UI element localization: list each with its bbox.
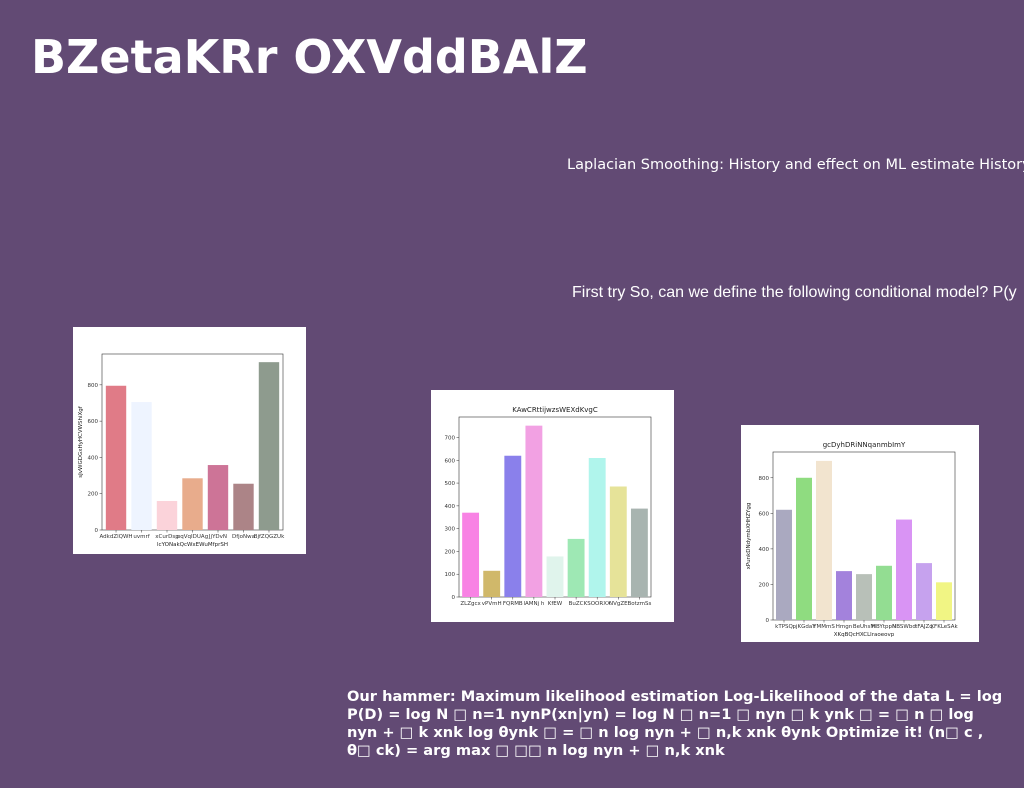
x-tick-label: ZLZgcx xyxy=(460,601,481,607)
x-tick-label: FQRMB xyxy=(503,601,523,607)
y-tick-label: 800 xyxy=(88,383,99,389)
y-tick-label: 500 xyxy=(445,481,456,487)
x-tick-label: YMMmS xyxy=(812,624,835,630)
x-tick-label: XFKLeSAk xyxy=(930,624,958,630)
bar xyxy=(504,455,522,597)
bar xyxy=(916,563,932,620)
bar xyxy=(588,458,606,597)
mle-explanation-text: Our hammer: Maximum likelihood estimatio… xyxy=(347,688,1003,759)
bar xyxy=(796,477,812,620)
y-tick-label: 400 xyxy=(88,455,99,461)
x-tick-label: Hmgn xyxy=(836,624,853,630)
x-tick-label: vPVmH xyxy=(482,601,502,607)
bar xyxy=(546,556,564,597)
conditional-model-text: First try So, can we define the followin… xyxy=(572,284,1017,301)
y-tick-label: 400 xyxy=(759,547,770,553)
x-tick-label: pjKGdaY xyxy=(792,624,816,630)
bar xyxy=(896,519,912,620)
y-tick-label: 600 xyxy=(88,419,99,425)
y-tick-label: 0 xyxy=(95,528,99,534)
x-tick-label: uvmrf xyxy=(133,534,150,540)
x-axis-label: lcYONakQcWxEWuMfprSH xyxy=(157,542,228,548)
x-axis-label: XKqBQcHXCLlraoeovp xyxy=(834,632,895,638)
x-tick-label: KSOORXX xyxy=(584,601,611,607)
y-tick-label: 600 xyxy=(759,511,770,517)
bar xyxy=(207,465,229,530)
chart-title: gcDyhDRiNNqanmbImY xyxy=(823,441,906,449)
slide-title: BZetaKRr OXVddBAlZ xyxy=(31,30,588,84)
bar xyxy=(462,512,480,597)
x-tick-label: BeUhsM xyxy=(853,624,876,630)
x-tick-label: NVgZE xyxy=(609,601,628,607)
y-tick-label: 100 xyxy=(445,572,456,578)
y-tick-label: 600 xyxy=(445,458,456,464)
bar xyxy=(525,425,543,597)
x-tick-label: lAMNj h xyxy=(523,601,544,607)
bar xyxy=(816,460,832,620)
y-tick-label: 200 xyxy=(759,582,770,588)
y-tick-label: 300 xyxy=(445,527,456,533)
x-tick-label: pqVqIDUAg xyxy=(177,534,208,540)
x-tick-label: kTPSQ xyxy=(775,624,793,630)
y-tick-label: 0 xyxy=(766,618,770,624)
bar-chart-2: 0 100 200 300 400 500 600 700 ZLZgcx vPVmH FQRMB lA… xyxy=(431,390,674,622)
bar-chart-1: 0 200 400 600 800 AdkdZlQWH uvmrf xCurDsp pqVqID… xyxy=(73,327,306,554)
y-tick-label: 200 xyxy=(445,549,456,555)
y-tick-label: 700 xyxy=(445,436,456,442)
bar xyxy=(609,486,627,597)
bar-chart-2-svg: 0 100 200 300 400 500 600 700 ZLZgcx vPVmH FQRMB lA… xyxy=(445,406,652,607)
bar xyxy=(856,574,872,620)
y-tick-label: 800 xyxy=(759,476,770,482)
bar xyxy=(131,402,152,530)
bar xyxy=(105,385,127,530)
bar xyxy=(876,565,892,620)
x-tick-label: NBSWbd xyxy=(892,624,916,630)
y-tick-label: 400 xyxy=(445,504,456,510)
bar xyxy=(936,582,952,620)
bar xyxy=(483,570,501,597)
x-tick-label: BjfZQGZUk xyxy=(254,534,285,540)
y-axis-label: xPunkDNdymbXHHZYgg xyxy=(746,503,752,570)
x-tick-label: xCurDsp xyxy=(155,534,179,540)
chart-title: KAwCRttijwzsWEXdKvgC xyxy=(512,406,598,414)
x-tick-label: HBYtppN xyxy=(872,624,896,630)
x-tick-label: BuZC xyxy=(569,601,584,607)
bar xyxy=(630,508,648,597)
bar-chart-1-svg: 0 200 400 600 800 AdkdZlQWH uvmrf xCurDsppqVqID… xyxy=(78,353,285,548)
bar xyxy=(182,478,203,530)
bar xyxy=(567,538,585,597)
y-tick-label: 200 xyxy=(88,492,99,498)
bar xyxy=(776,509,792,620)
y-axis-label: sJvWGDGxHyHCVWShiXgf xyxy=(78,405,84,478)
x-tick-label: BotzmSs xyxy=(627,601,651,607)
bar xyxy=(233,483,254,530)
bar xyxy=(258,362,280,530)
x-tick-label: JjYDvN xyxy=(208,534,227,540)
bar xyxy=(156,500,178,530)
bar xyxy=(836,571,852,620)
x-tick-label: tFAJZq xyxy=(915,624,932,630)
x-tick-label: KfEW xyxy=(548,601,563,607)
laplacian-smoothing-text: Laplacian Smoothing: History and effect … xyxy=(567,157,1024,173)
x-tick-label: AdkdZlQWH xyxy=(99,534,132,540)
x-tick-label: DfjoNwa xyxy=(232,534,255,540)
y-tick-label: 0 xyxy=(452,595,456,601)
bar-chart-3: 0 200 400 600 800 kTPSQ pjKGdaY YMMmS Hmgn BeUhsM… xyxy=(741,425,979,642)
